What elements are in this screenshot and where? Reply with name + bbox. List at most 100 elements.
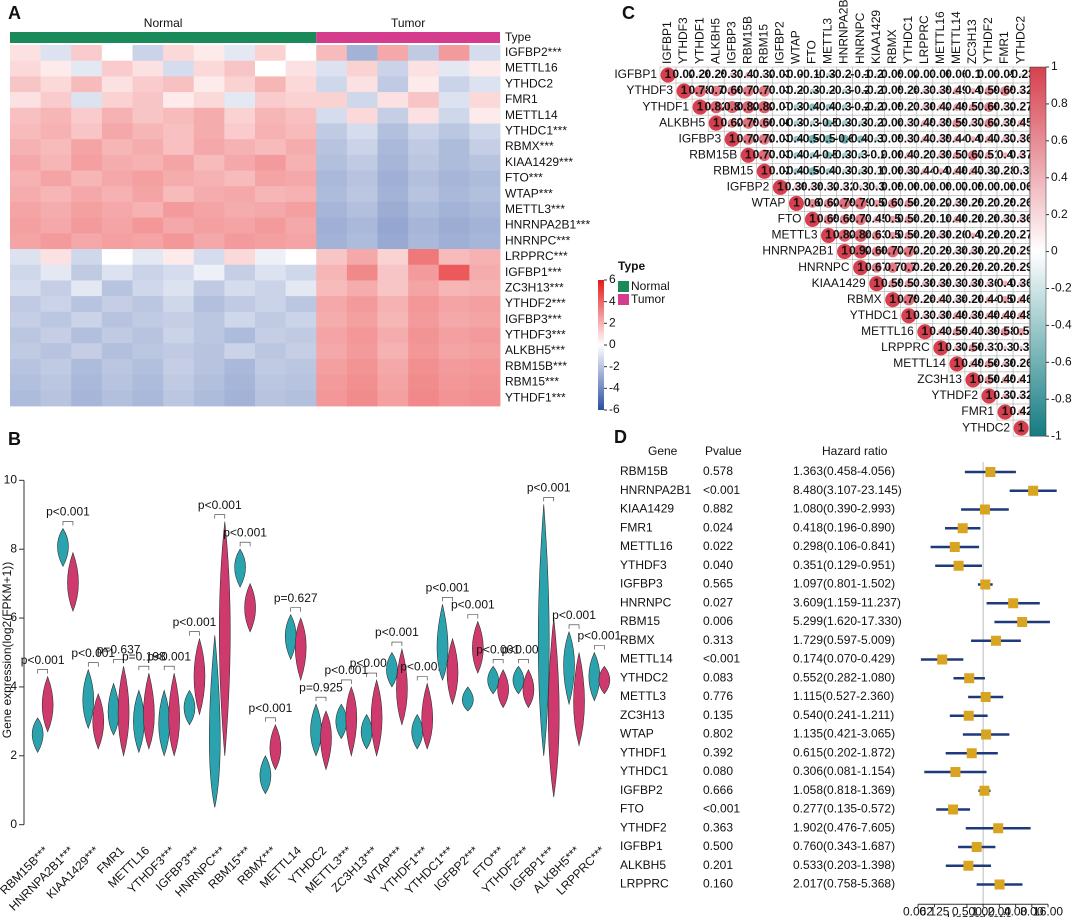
correlation-value: 0.65 [833, 212, 857, 226]
correlation-circle [971, 217, 975, 222]
heatmap-cell [224, 60, 256, 77]
correlation-circle [981, 388, 997, 404]
heatmap-cell [163, 311, 195, 328]
heatmap-cell [163, 139, 195, 156]
heatmap-cell [132, 343, 164, 360]
correlation-value: 0.34 [945, 292, 969, 306]
p-value-label: p<0.001 [400, 660, 444, 674]
hazard-ratio-point [963, 860, 974, 871]
heatmap-cell [285, 374, 317, 391]
correlation-value: 0.4 [997, 276, 1014, 290]
hazard-ratio-label: 0.760(0.343-1.687) [793, 839, 895, 853]
correlation-value: 0.66 [865, 244, 889, 258]
heatmap-cell [132, 154, 164, 171]
heatmap-cell [40, 296, 72, 313]
violin [244, 582, 256, 633]
correlation-value: -0.2 [850, 83, 871, 97]
correlation-circle [965, 372, 981, 388]
heatmap-cell [438, 217, 470, 234]
heatmap-cell [316, 139, 348, 156]
heatmap-cell [438, 390, 470, 407]
heatmap-cell [469, 296, 501, 313]
violin [310, 703, 322, 757]
heatmap-cell [408, 139, 440, 156]
correlation-value: 0.75 [897, 292, 921, 306]
column-label: LRPPRC [917, 15, 931, 64]
correlation-value: 0.63 [865, 228, 889, 242]
heatmap-cell [224, 76, 256, 93]
correlation-value: 0.29 [945, 260, 969, 274]
column-header: Hazard ratio [822, 444, 888, 458]
colorbar-tick-label: 6 [609, 272, 616, 286]
correlation-circle [921, 280, 928, 287]
heatmap-cell [438, 296, 470, 313]
p-value: <0.001 [703, 802, 740, 816]
hazard-ratio-point [990, 635, 1001, 646]
p-value-label: p<0.001 [198, 498, 242, 512]
heatmap-cell [469, 233, 501, 250]
violin [183, 689, 196, 726]
correlation-value: -0.41 [783, 147, 811, 161]
p-value-label: p<0.001 [451, 598, 495, 612]
violin [208, 635, 221, 808]
row-label: YTHDC2 [962, 420, 1010, 434]
heatmap-cell [132, 264, 164, 281]
correlation-value: 0.24 [977, 212, 1001, 226]
correlation-value: 0.39 [977, 324, 1001, 338]
correlation-value: 0.4 [965, 83, 982, 97]
correlation-value: 0.58 [977, 372, 1001, 386]
correlation-value: 0.41 [961, 324, 985, 338]
correlation-circle [793, 104, 800, 111]
correlation-circle [921, 119, 929, 127]
correlation-circle [758, 100, 771, 114]
column-label: WTAP [789, 30, 803, 64]
heatmap-cell [10, 390, 42, 407]
correlation-value: 0.4 [933, 163, 950, 177]
violin [92, 693, 105, 750]
row-label: YTHDC2 [505, 76, 553, 90]
correlation-value: -0.39 [831, 115, 859, 129]
correlation-value: 1 [825, 228, 832, 242]
row-label: HNRNPA2B1*** [505, 218, 590, 232]
correlation-circle [956, 74, 958, 76]
correlation-value: 0.03 [913, 67, 937, 81]
correlation-value: 0.35 [929, 131, 953, 145]
correlation-value: 0.55 [945, 324, 969, 338]
y-tick-label: 0 [10, 817, 17, 831]
correlation-value: 0.36 [913, 99, 937, 113]
correlation-circle [937, 168, 944, 175]
correlation-value: 0.38 [993, 356, 1017, 370]
row-label: IGFBP3*** [505, 312, 562, 326]
violin [487, 665, 499, 695]
correlation-value: 1 [777, 180, 784, 194]
correlation-circle [840, 134, 850, 144]
correlation-circle [779, 122, 781, 124]
heatmap-cell [40, 249, 72, 266]
correlation-value: 0.35 [993, 115, 1017, 129]
heatmap-cell [377, 201, 409, 219]
correlation-circle [952, 118, 962, 128]
heatmap-cell [224, 249, 256, 266]
heatmap-cell [132, 186, 164, 203]
correlation-value: -0.01 [783, 67, 811, 81]
heatmap-cell [101, 358, 133, 376]
heatmap-cell [316, 249, 348, 266]
correlation-value: 0.68 [753, 115, 777, 129]
heatmap-cell [193, 390, 225, 407]
heatmap-cell [132, 374, 164, 391]
heatmap-cell [285, 139, 317, 156]
correlation-circle [906, 89, 911, 93]
correlation-value: 0.35 [929, 83, 953, 97]
correlation-circle [1002, 152, 1009, 159]
heatmap-cell [10, 280, 42, 297]
correlation-circle [854, 229, 867, 242]
hazard-ratio-label: 0.418(0.196-0.890) [793, 520, 895, 534]
correlation-circle [903, 246, 915, 258]
correlation-value: 0.33 [913, 83, 937, 97]
correlation-circle [972, 186, 974, 188]
correlation-value: -0.37 [783, 115, 811, 129]
correlation-value: 0.06 [769, 115, 793, 129]
legend-title: Type [618, 259, 645, 273]
p-value-label: p<0.001 [71, 646, 115, 660]
heatmap-cell [193, 123, 225, 140]
